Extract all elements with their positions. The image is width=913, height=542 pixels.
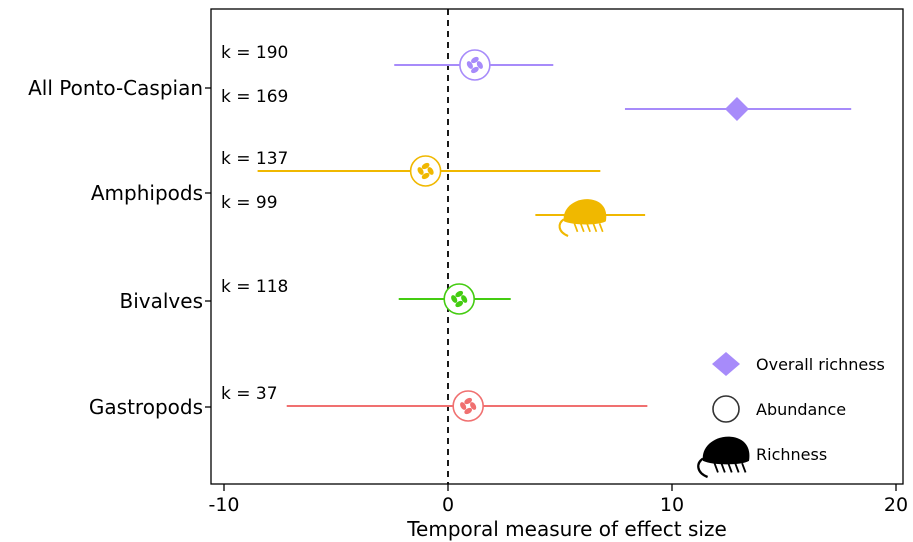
y-tick-label: Amphipods [91, 181, 203, 205]
point-estimate-circle [452, 390, 484, 422]
legend-diamond-swatch [712, 352, 740, 376]
legend-amphipod-swatch-leg [741, 462, 747, 473]
k-sample-label: k = 118 [221, 277, 288, 297]
legend-item: Overall richness [712, 352, 885, 376]
legend-circle-swatch [712, 395, 740, 423]
y-tick-label: Gastropods [89, 395, 203, 419]
point-estimate-glyph [427, 167, 434, 175]
point-estimate-glyph [466, 61, 473, 69]
estimate-row: k = 99 [221, 193, 646, 237]
legend-amphipod-swatch [697, 436, 750, 479]
point-estimate-glyph [464, 407, 473, 415]
estimate-row: k = 169 [221, 87, 852, 121]
point-estimate-glyph [460, 402, 467, 410]
k-sample-label: k = 169 [221, 87, 288, 107]
point-estimate-circle [409, 155, 442, 187]
legend-label: Abundance [756, 400, 846, 419]
estimate-row: k = 118 [221, 277, 511, 315]
k-sample-label: k = 137 [221, 149, 288, 169]
legend-amphipod-swatch-leg [713, 462, 719, 473]
point-estimate-amphipod-leg [598, 223, 604, 233]
point-estimate-glyph [464, 397, 473, 405]
x-axis-label: Temporal measure of effect size [406, 517, 727, 541]
point-estimate-circle [459, 49, 491, 81]
point-estimate-diamond [724, 97, 749, 121]
point-estimate-amphipod [558, 199, 607, 237]
k-sample-label: k = 99 [221, 193, 278, 213]
legend-label: Overall richness [756, 355, 885, 374]
point-estimate-amphipod-antenna [558, 218, 569, 237]
legend-amphipod-swatch-body [702, 436, 750, 465]
legend-amphipod-swatch-antenna [697, 457, 709, 479]
point-estimate-glyph [417, 167, 424, 175]
point-estimate-glyph [451, 295, 458, 303]
point-estimate-amphipod-leg [573, 223, 579, 233]
point-estimate-glyph [455, 300, 464, 308]
legend-amphipod-swatch-leg [734, 462, 740, 473]
legend-amphipod-swatch-leg [720, 462, 726, 473]
y-axis: All Ponto-Caspian Amphipods Bivalves Gastro… [28, 76, 211, 419]
legend: Overall richness Abundance Richness [697, 352, 885, 479]
point-estimate-glyph [461, 295, 468, 303]
chart-marks: k = 190 k = 169 k = 137 k = 99 k = 118 k = 37 [221, 43, 852, 422]
estimate-row: k = 137 [221, 149, 601, 187]
y-tick-label: All Ponto-Caspian [28, 76, 203, 100]
x-tick-label: 0 [442, 494, 454, 516]
point-estimate-glyph [471, 56, 479, 64]
legend-item: Richness [697, 436, 827, 479]
legend-amphipod-swatch-leg [727, 462, 733, 473]
k-sample-label: k = 190 [221, 43, 288, 63]
estimate-row: k = 37 [221, 384, 648, 422]
x-axis: -10 0 10 20 [208, 484, 908, 516]
point-estimate-glyph [470, 402, 477, 410]
point-estimate-glyph [471, 66, 479, 74]
legend-label: Richness [756, 445, 827, 464]
x-tick-label: 10 [660, 494, 684, 516]
legend-item: Abundance [712, 395, 846, 423]
plot-panel [210, 8, 904, 485]
point-estimate-amphipod-leg [592, 223, 598, 233]
y-tick-label: Bivalves [120, 289, 204, 313]
point-estimate-circle [443, 283, 476, 315]
x-tick-label: 20 [884, 494, 908, 516]
x-tick-label: -10 [208, 494, 239, 516]
point-estimate-glyph [421, 172, 430, 180]
point-estimate-glyph [421, 162, 430, 170]
k-sample-label: k = 37 [221, 384, 278, 404]
estimate-row: k = 190 [221, 43, 554, 81]
point-estimate-amphipod-body [563, 199, 607, 225]
point-estimate-amphipod-leg [579, 223, 585, 233]
point-estimate-glyph [476, 61, 483, 69]
point-estimate-glyph [455, 290, 464, 298]
point-estimate-amphipod-leg [586, 223, 591, 233]
